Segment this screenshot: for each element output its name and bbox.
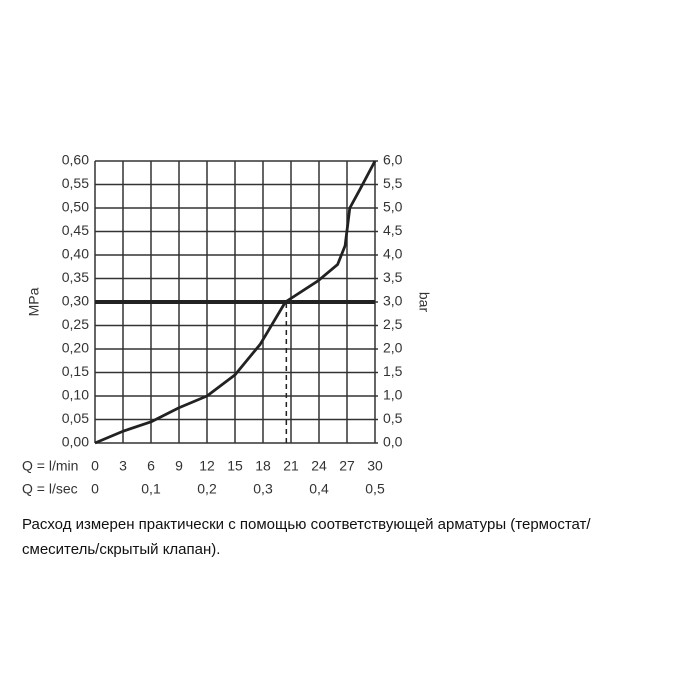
y2-tick-label: 5,5 [383,175,403,191]
y2-tick-label: 6,0 [383,152,403,168]
y-tick-label: 0,35 [62,269,89,285]
x2-tick-label: 0,3 [253,481,273,497]
y-tick-label: 0,55 [62,175,89,191]
y-tick-label: 0,10 [62,387,89,403]
y2-tick-label: 4,0 [383,246,403,262]
x-tick-label: 12 [199,458,215,474]
note-line: смеситель/скрытый клапан). [22,541,220,558]
y2-tick-label: 4,5 [383,222,403,238]
y2-axis-label: bar [416,292,432,313]
y2-tick-label: 0,5 [383,410,403,426]
y-axis-label: MPa [26,287,42,316]
y-tick-label: 0,45 [62,222,89,238]
y-tick-label: 0,05 [62,410,89,426]
y2-tick-label: 1,0 [383,387,403,403]
x-tick-label: 6 [147,458,155,474]
x-tick-label: 30 [367,458,383,474]
y-tick-label: 0,30 [62,293,89,309]
x2-tick-label: 0,5 [365,481,385,497]
y-tick-label: 0,15 [62,363,89,379]
x-tick-label: 21 [283,458,299,474]
x-tick-label: 3 [119,458,127,474]
x-tick-label: 9 [175,458,183,474]
y-tick-label: 0,60 [62,152,89,168]
x-tick-label: 18 [255,458,271,474]
y2-tick-label: 2,0 [383,340,403,356]
x-tick-label: 0 [91,458,99,474]
y2-tick-label: 3,0 [383,293,403,309]
x-tick-label: 15 [227,458,243,474]
y-tick-label: 0,40 [62,246,89,262]
y2-tick-label: 3,5 [383,269,403,285]
y-tick-label: 0,50 [62,199,89,215]
x2-axis-label: Q = l/sec [22,481,78,497]
curve [94,160,377,445]
x-tick-label: 24 [311,458,327,474]
x2-tick-label: 0 [91,481,99,497]
x-tick-label: 27 [339,458,355,474]
y2-tick-label: 1,5 [383,363,403,379]
y-tick-label: 0,25 [62,316,89,332]
y-tick-label: 0,20 [62,340,89,356]
x2-tick-label: 0,4 [309,481,329,497]
y-tick-label: 0,00 [62,434,89,450]
y2-tick-label: 2,5 [383,316,403,332]
note-line: Расход измерен практически с помощью соо… [22,516,591,533]
y2-tick-label: 5,0 [383,199,403,215]
x2-tick-label: 0,1 [141,481,161,497]
x2-tick-label: 0,2 [197,481,217,497]
x-axis-label: Q = l/min [22,458,78,474]
y2-tick-label: 0,0 [383,434,403,450]
